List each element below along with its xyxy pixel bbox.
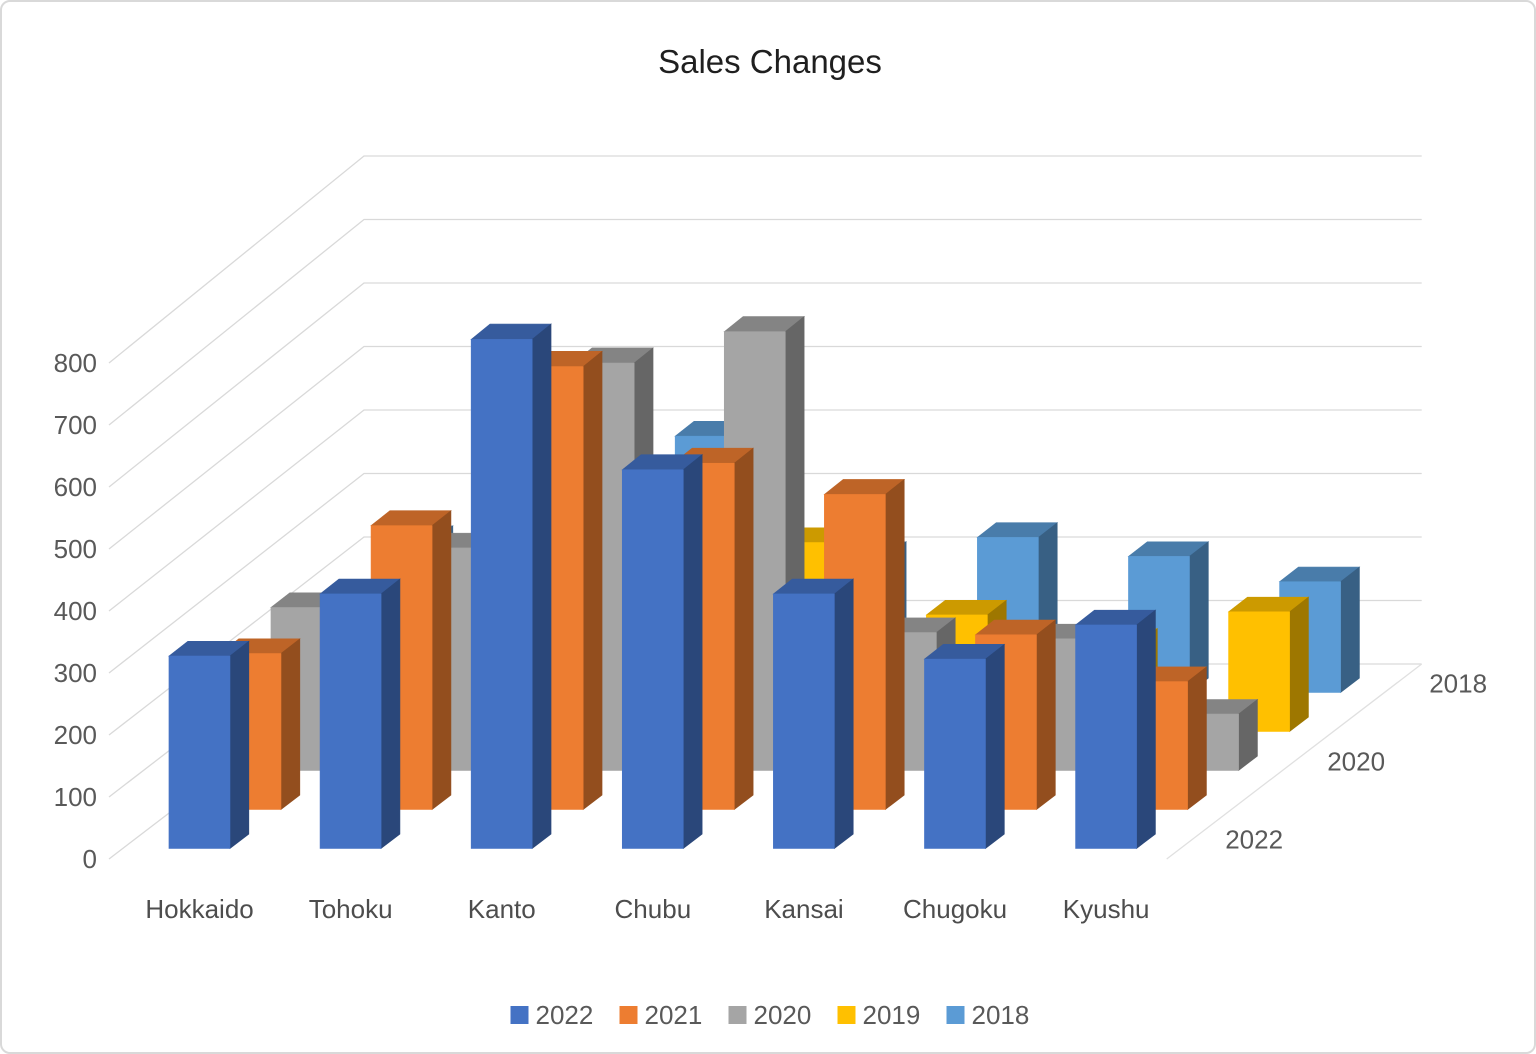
category-label-chubu: Chubu (615, 894, 692, 924)
legend-swatch-2022 (510, 1006, 529, 1024)
gridline-400 (108, 409, 1422, 612)
bar-side-face (733, 447, 754, 811)
bar-side-face (985, 643, 1005, 850)
bar-front-face (1075, 624, 1137, 849)
legend-swatch-2021 (619, 1006, 638, 1024)
category-label-chugoku: Chugoku (903, 894, 1007, 924)
legend-swatch-2019 (837, 1006, 856, 1024)
value-axis-label-100: 100 (54, 782, 97, 812)
depth-axis-label-2022: 2022 (1225, 825, 1283, 855)
bar-side-face (380, 578, 401, 850)
bar-side-face (1136, 609, 1156, 850)
bar-front-face (621, 469, 684, 849)
chart-title: Sales Changes (658, 43, 882, 80)
category-label-kanto: Kanto (468, 894, 536, 924)
bar-side-face (1340, 566, 1360, 694)
gridline-600 (108, 282, 1422, 488)
floor-right-edge (1166, 663, 1423, 860)
category-label-kansai: Kansai (764, 894, 844, 924)
legend-item-2020[interactable]: 2020 (728, 1000, 812, 1030)
bar-side-face (1036, 619, 1056, 811)
bar-front-face (773, 593, 835, 849)
chart-legend: 2022 2021 2020 2019 2018 (510, 1000, 1030, 1030)
legend-label-2020: 2020 (754, 1000, 812, 1030)
bar-side-face (834, 578, 854, 850)
value-axis-label-300: 300 (54, 658, 97, 688)
bar-side-face (682, 454, 703, 850)
depth-axis-label-2018: 2018 (1429, 669, 1487, 699)
bar-side-face (1187, 666, 1207, 811)
bar-side-face (431, 510, 452, 811)
category-label-kyushu: Kyushu (1063, 894, 1150, 924)
gridline-500 (108, 345, 1422, 550)
bar-side-face (885, 478, 905, 811)
bar-kyushu-2022[interactable] (1074, 609, 1157, 850)
category-axis-labels: Hokkaido Tohoku Kanto Chubu Kansai Chugoku Kyu… (145, 894, 1149, 924)
bar-chubu-2022[interactable] (621, 454, 703, 850)
legend-label-2019: 2019 (863, 1000, 921, 1030)
legend-label-2021: 2021 (645, 1000, 703, 1030)
bar-kanto-2022[interactable] (470, 323, 552, 850)
gridline-800 (108, 155, 1422, 364)
bar-side-face (280, 638, 301, 811)
value-axis-labels: 0 100 200 300 400 500 600 700 800 (54, 348, 97, 874)
category-label-hokkaido: Hokkaido (145, 894, 253, 924)
chart-bars (168, 315, 1361, 850)
bar-tohoku-2022[interactable] (319, 578, 401, 850)
value-axis-label-200: 200 (54, 720, 97, 750)
bar-side-face (531, 323, 552, 850)
bar-side-face (229, 640, 250, 850)
value-axis-label-0: 0 (83, 844, 97, 874)
legend-label-2022: 2022 (536, 1000, 594, 1030)
bar-kansai-2022[interactable] (772, 578, 855, 850)
value-axis-label-700: 700 (54, 410, 97, 440)
value-axis-label-800: 800 (54, 348, 97, 378)
category-label-tohoku: Tohoku (309, 894, 393, 924)
bar-front-face (924, 658, 986, 849)
bar-front-face (319, 593, 382, 849)
value-axis-label-600: 600 (54, 472, 97, 502)
bar-front-face (470, 339, 533, 849)
gridline-300 (108, 472, 1422, 674)
depth-axis-labels: 2022 2020 2018 (1225, 669, 1487, 855)
legend-item-2019[interactable]: 2019 (837, 1000, 921, 1030)
legend-item-2021[interactable]: 2021 (619, 1000, 703, 1030)
value-axis-label-500: 500 (54, 534, 97, 564)
legend-swatch-2018 (946, 1006, 965, 1024)
bar-side-face (1289, 596, 1309, 733)
bar-side-face (582, 350, 603, 811)
legend-label-2018: 2018 (972, 1000, 1030, 1030)
legend-swatch-2020 (728, 1006, 747, 1024)
depth-axis-label-2020: 2020 (1327, 747, 1385, 777)
bar-front-face (168, 655, 231, 849)
legend-item-2022[interactable]: 2022 (510, 1000, 594, 1030)
value-axis-label-400: 400 (54, 596, 97, 626)
bar-chugoku-2022[interactable] (923, 643, 1006, 850)
legend-item-2018[interactable]: 2018 (946, 1000, 1030, 1030)
gridline-700 (108, 218, 1422, 426)
bar-hokkaido-2022[interactable] (168, 640, 250, 850)
